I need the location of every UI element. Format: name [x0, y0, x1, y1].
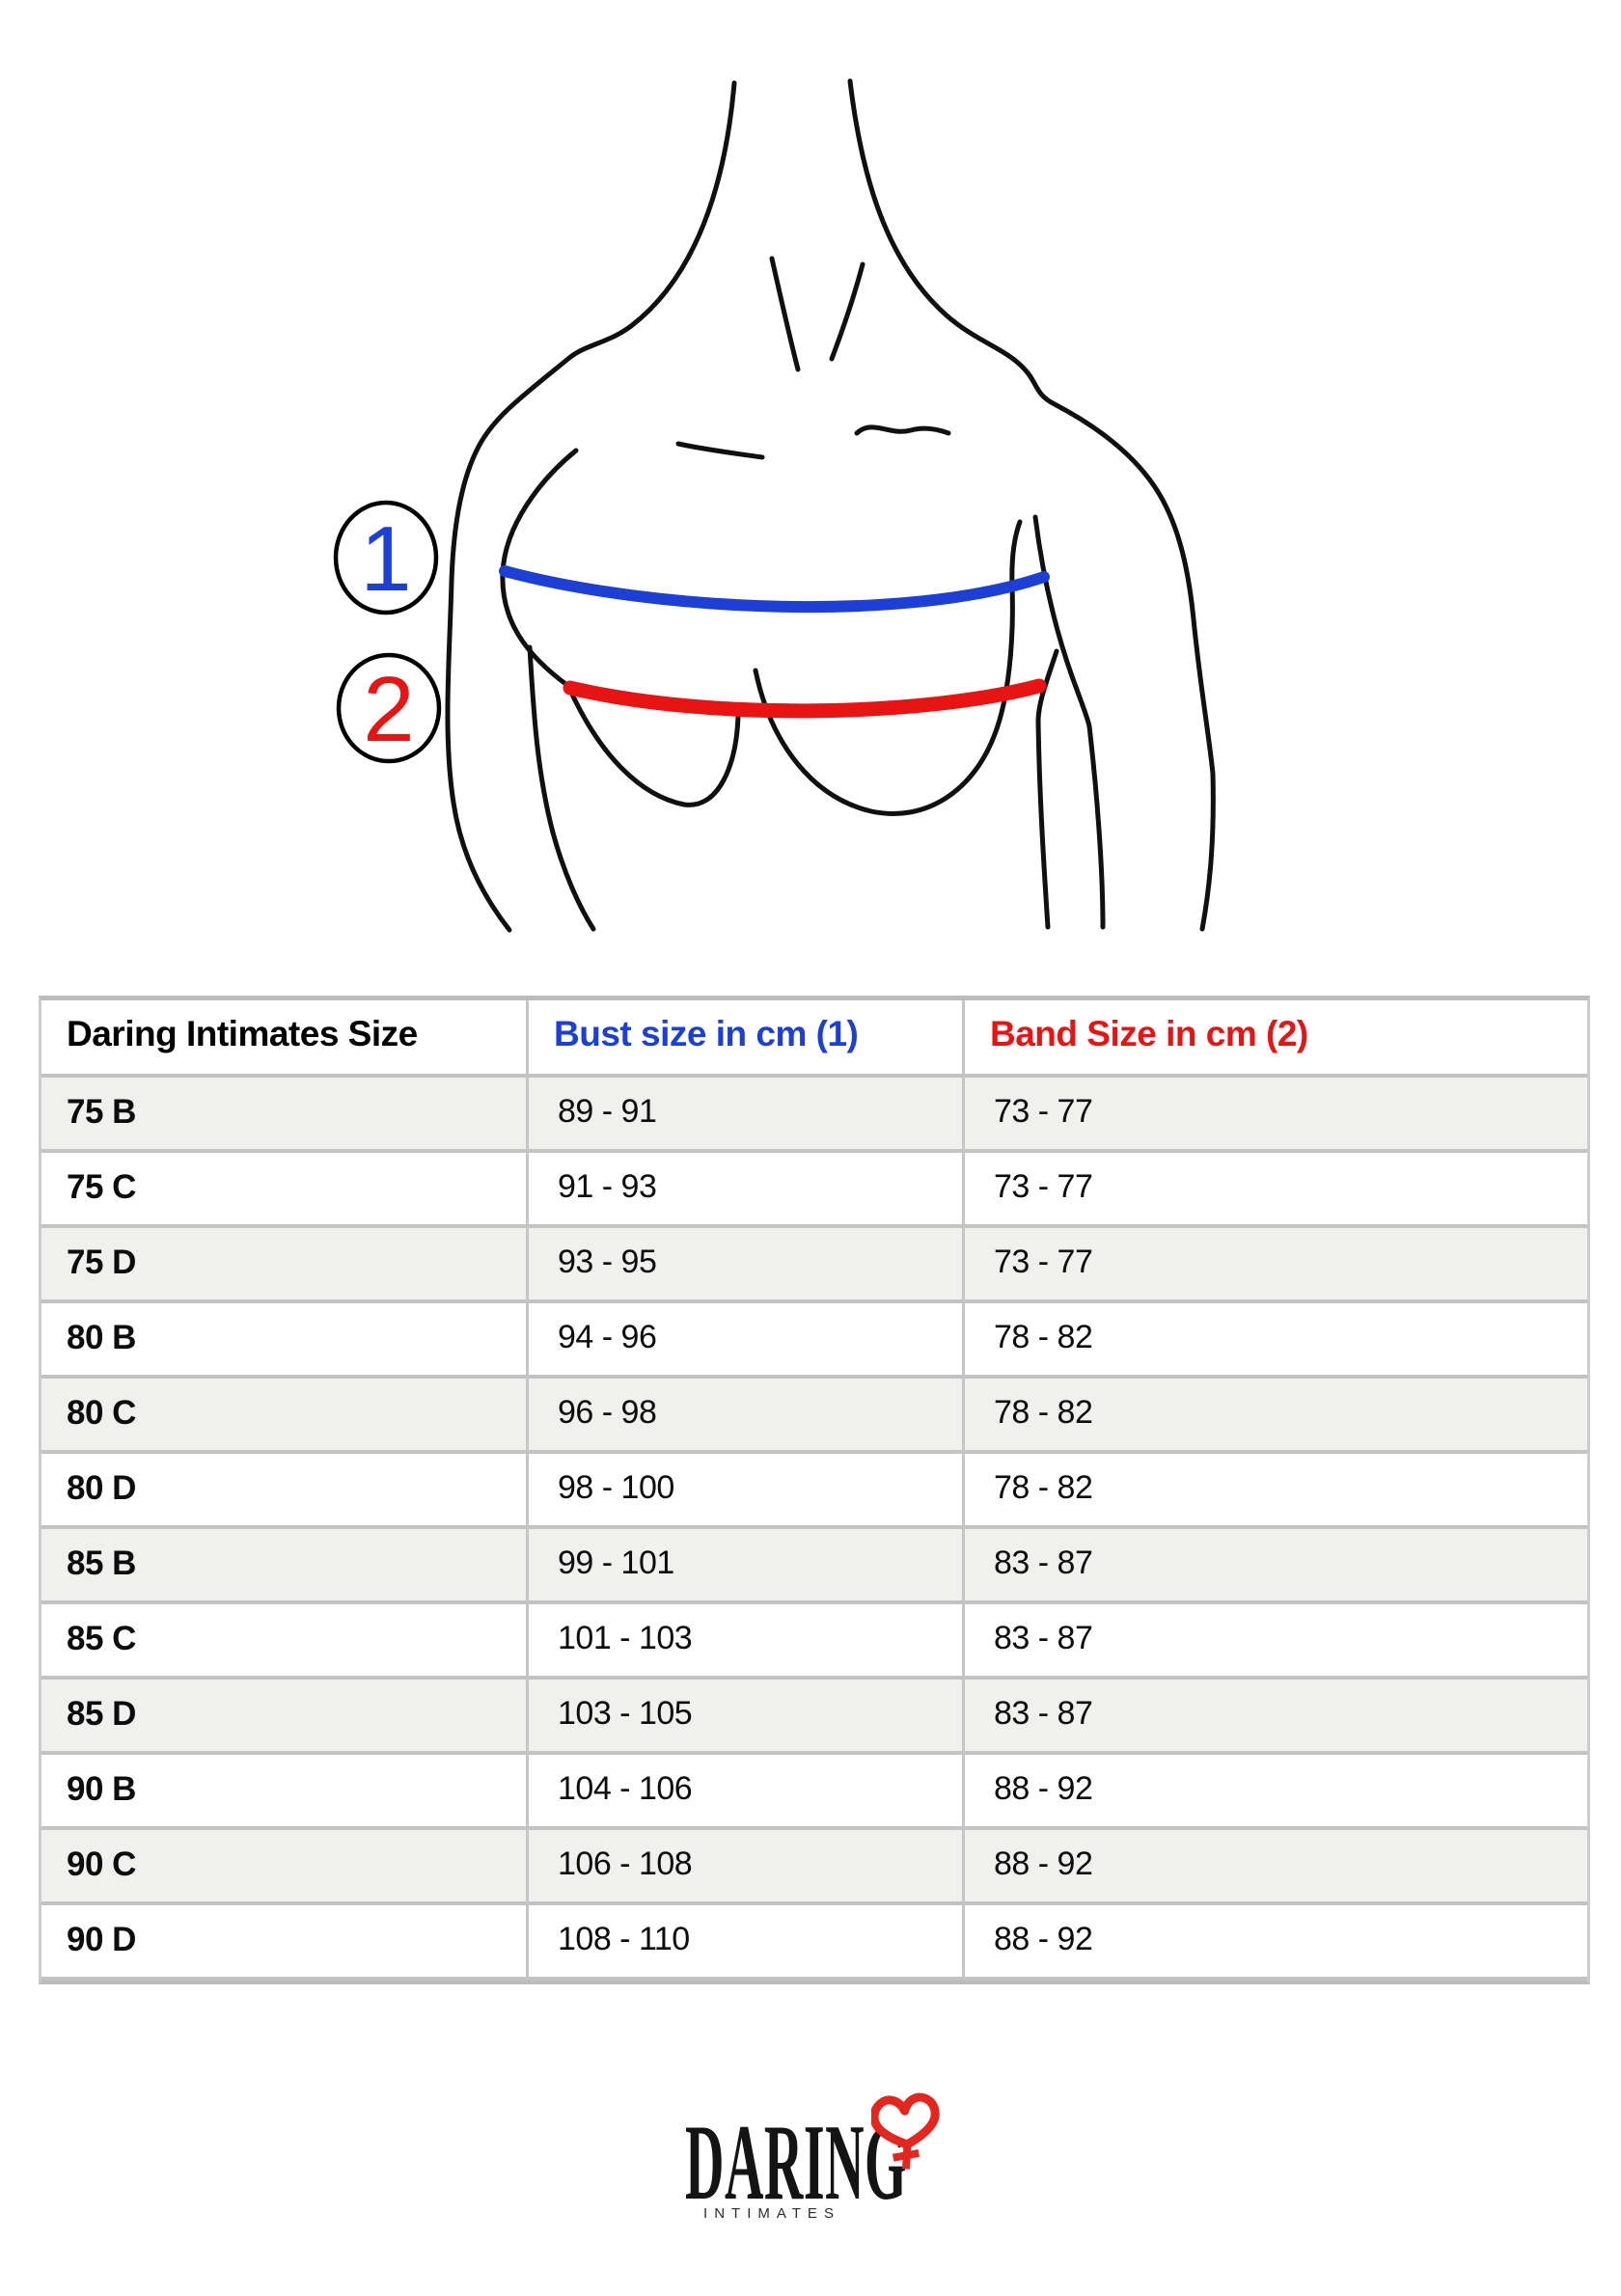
cell-bust: 101 - 103 — [529, 1604, 965, 1680]
cell-size: 90 B — [41, 1755, 529, 1830]
size-rows: 75 B 89 - 91 73 - 77 75 C 91 - 93 73 - 77 75 D… — [41, 1078, 1587, 1981]
cell-band: 73 - 77 — [965, 1228, 1587, 1303]
bust-measure-line — [499, 565, 1050, 614]
table-row: 85 C 101 - 103 83 - 87 — [41, 1604, 1587, 1680]
cell-bust: 106 - 108 — [529, 1830, 965, 1905]
cell-band: 78 - 82 — [965, 1454, 1587, 1529]
cell-size: 75 D — [41, 1228, 529, 1303]
cell-size: 80 C — [41, 1379, 529, 1454]
torso-line-drawing: 1 2 — [333, 78, 1216, 933]
cell-size: 90 C — [41, 1830, 529, 1905]
table-row: 80 B 94 - 96 78 - 82 — [41, 1303, 1587, 1379]
header-band: Band Size in cm (2) — [965, 1000, 1587, 1078]
cell-bust: 96 - 98 — [529, 1379, 965, 1454]
cell-size: 85 C — [41, 1604, 529, 1680]
cell-size: 80 D — [41, 1454, 529, 1529]
cell-bust: 108 - 110 — [529, 1905, 965, 1981]
cell-band: 78 - 82 — [965, 1303, 1587, 1379]
table-row: 75 C 91 - 93 73 - 77 — [41, 1153, 1587, 1228]
table-row: 80 C 96 - 98 78 - 82 — [41, 1379, 1587, 1454]
cell-band: 88 - 92 — [965, 1830, 1587, 1905]
band-marker-circle — [336, 652, 442, 764]
header-size: Daring Intimates Size — [41, 1000, 529, 1078]
table-row: 85 D 103 - 105 83 - 87 — [41, 1680, 1587, 1755]
size-chart-table: Daring Intimates Size Bust size in cm (1… — [39, 996, 1590, 1984]
cell-size: 85 D — [41, 1680, 529, 1755]
band-marker-number: 2 — [363, 658, 414, 761]
cell-band: 88 - 92 — [965, 1905, 1587, 1981]
measurement-illustration: 1 2 — [0, 0, 1621, 974]
cell-bust: 99 - 101 — [529, 1529, 965, 1604]
cell-size: 85 B — [41, 1529, 529, 1604]
brand-wordmark: DARING — [685, 2103, 908, 2223]
cell-bust: 93 - 95 — [529, 1228, 965, 1303]
table-row: 80 D 98 - 100 78 - 82 — [41, 1454, 1587, 1529]
cell-band: 83 - 87 — [965, 1604, 1587, 1680]
cell-size: 75 C — [41, 1153, 529, 1228]
cell-bust: 98 - 100 — [529, 1454, 965, 1529]
table-row: 85 B 99 - 101 83 - 87 — [41, 1529, 1587, 1604]
cell-band: 88 - 92 — [965, 1755, 1587, 1830]
table-row: 90 B 104 - 106 88 - 92 — [41, 1755, 1587, 1830]
header-bust: Bust size in cm (1) — [529, 1000, 965, 1078]
brand-subtitle: INTIMATES — [703, 2205, 840, 2222]
cell-bust: 103 - 105 — [529, 1680, 965, 1755]
cell-bust: 104 - 106 — [529, 1755, 965, 1830]
table-row: 75 D 93 - 95 73 - 77 — [41, 1228, 1587, 1303]
heart-female-icon — [871, 2092, 940, 2170]
cell-bust: 91 - 93 — [529, 1153, 965, 1228]
bust-marker-number: 1 — [360, 507, 411, 611]
table-row: 75 B 89 - 91 73 - 77 — [41, 1078, 1587, 1153]
bust-marker-circle — [333, 500, 439, 615]
cell-size: 75 B — [41, 1078, 529, 1153]
band-measure-line — [563, 678, 1047, 719]
cell-band: 73 - 77 — [965, 1078, 1587, 1153]
cell-bust: 94 - 96 — [529, 1303, 965, 1379]
cell-band: 78 - 82 — [965, 1379, 1587, 1454]
cell-size: 90 D — [41, 1905, 529, 1981]
table-row: 90 D 108 - 110 88 - 92 — [41, 1905, 1587, 1981]
cell-size: 80 B — [41, 1303, 529, 1379]
cell-band: 83 - 87 — [965, 1680, 1587, 1755]
cell-band: 73 - 77 — [965, 1153, 1587, 1228]
table-row: 90 C 106 - 108 88 - 92 — [41, 1830, 1587, 1905]
body-outline — [445, 78, 1216, 933]
header-row: Daring Intimates Size Bust size in cm (1… — [41, 1000, 1587, 1078]
cell-bust: 89 - 91 — [529, 1078, 965, 1153]
cell-band: 83 - 87 — [965, 1529, 1587, 1604]
